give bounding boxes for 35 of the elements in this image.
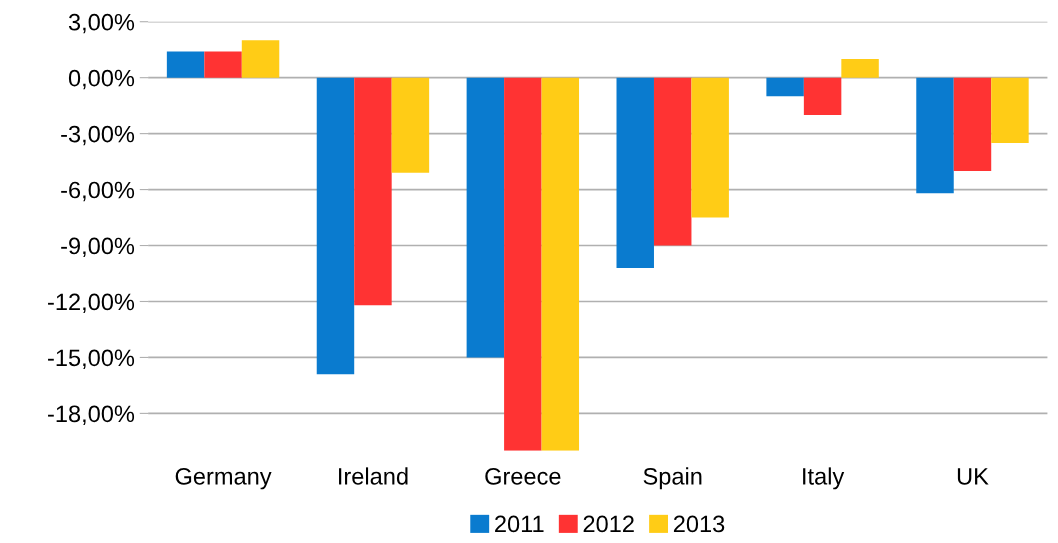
x-tick-label: Ireland: [339, 467, 408, 485]
x-tick-label: Spain: [643, 467, 702, 490]
y-tick-label: 3,00%: [68, 13, 135, 34]
bar: [204, 51, 242, 78]
legend-label: 2012: [583, 515, 634, 533]
bar: [504, 77, 542, 451]
y-tick-label: 0,00%: [68, 69, 135, 90]
bar: [841, 59, 879, 78]
x-tick-label: UK: [957, 468, 989, 485]
y-tick-label: -12,00%: [48, 293, 135, 314]
bar: [991, 77, 1029, 143]
bar: [541, 77, 580, 451]
x-tick-label: Germany: [175, 467, 272, 490]
bar: [691, 77, 729, 218]
y-tick-label: -6,00%: [61, 181, 135, 202]
bar: [466, 77, 505, 358]
bar: [354, 77, 392, 306]
bar: [316, 77, 355, 375]
y-tick-label: -18,00%: [48, 405, 135, 425]
y-tick-label: -15,00%: [48, 349, 135, 370]
bar: [916, 77, 954, 194]
y-tick-label: -3,00%: [61, 125, 135, 146]
bar: [803, 77, 842, 115]
bar: [953, 77, 992, 171]
bar: [616, 77, 654, 268]
bar: [766, 77, 804, 97]
legend-label: 2013: [673, 515, 725, 533]
bar: [241, 40, 280, 78]
y-tick-label: -9,00%: [61, 237, 135, 258]
bar: [653, 77, 692, 246]
x-tick-label: Greece: [485, 467, 561, 485]
x-tick-label: Italy: [803, 467, 845, 490]
bar: [166, 51, 205, 78]
bar: [391, 77, 430, 173]
legend-label: 2011: [495, 515, 544, 533]
